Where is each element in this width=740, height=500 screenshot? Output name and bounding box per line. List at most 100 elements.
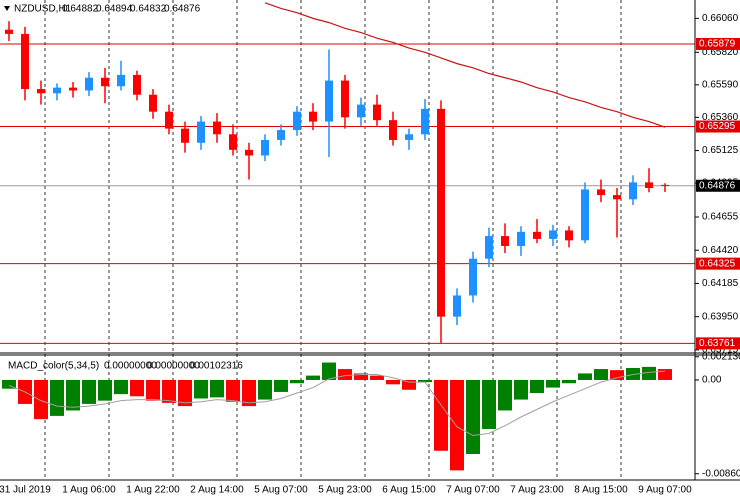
candle-body — [181, 128, 189, 143]
candle-body — [165, 111, 173, 129]
macd-value: 0.00000000 — [147, 361, 200, 372]
macd-bar — [34, 379, 48, 420]
candle-body — [213, 121, 221, 135]
candle-body — [149, 94, 157, 112]
level-label: 0.63761 — [699, 338, 736, 349]
macd-bar — [642, 366, 656, 380]
candle-body — [309, 111, 317, 122]
candle-body — [645, 182, 653, 189]
candle-body — [629, 182, 637, 200]
candle-body — [517, 231, 525, 246]
price-pane — [0, 2, 695, 344]
macd-bar — [498, 379, 512, 411]
macd-bar — [658, 369, 672, 380]
macd-bar — [338, 369, 352, 380]
macd-bar — [226, 379, 240, 402]
candle-body — [277, 130, 285, 140]
macd-bar — [594, 369, 608, 380]
signal-line — [8, 370, 666, 437]
macd-bar — [114, 379, 128, 395]
candle-body — [101, 77, 109, 87]
symbol: NZDUSD,H1 — [14, 4, 72, 15]
macd-bar — [562, 379, 576, 384]
candle-body — [5, 29, 13, 34]
candle-body — [245, 149, 253, 156]
moving-average — [264, 2, 666, 128]
x-tick-label: 2 Aug 14:00 — [190, 485, 244, 496]
candle-body — [549, 230, 557, 239]
macd-bar — [210, 379, 224, 398]
y-tick-label: 0.64185 — [702, 278, 739, 289]
macd-bar — [82, 379, 96, 404]
macd-value: 0.00000000 — [104, 361, 157, 372]
macd-bar — [274, 379, 288, 392]
x-tick-label: 6 Aug 15:00 — [382, 485, 436, 496]
macd-bar — [242, 379, 256, 407]
current-price-label: 0.64876 — [699, 180, 736, 191]
candle-body — [229, 134, 237, 150]
current-price-box — [696, 179, 740, 192]
x-tick-label: 7 Aug 23:00 — [510, 485, 564, 496]
macd-bar — [130, 379, 144, 397]
macd-bar — [466, 379, 480, 455]
macd-bar — [450, 379, 464, 471]
macd-bar — [514, 379, 528, 400]
macd-bar — [610, 370, 624, 380]
macd-bar — [194, 379, 208, 399]
y-tick-label: 0.66060 — [702, 13, 739, 24]
candle-body — [261, 139, 269, 156]
macd-bar — [482, 379, 496, 429]
macd-bar — [290, 379, 304, 384]
candle-body — [437, 108, 445, 317]
candle-body — [293, 111, 301, 131]
macd-bar — [402, 379, 416, 390]
macd-bar — [66, 379, 80, 411]
ohlc-low: 0.64832 — [130, 4, 167, 15]
macd-bar — [2, 379, 16, 389]
macd-value: 0.00102316 — [190, 361, 243, 372]
y-tick-label: 0.64420 — [702, 245, 739, 256]
candle-body — [405, 134, 413, 140]
candle-body — [581, 189, 589, 241]
macd-bar — [306, 375, 320, 380]
macd-bar — [370, 375, 384, 380]
x-tick-label: 5 Aug 07:00 — [254, 485, 308, 496]
macd-bar — [162, 379, 176, 403]
macd-bar — [146, 379, 160, 401]
macd-title: MACD_color(5,34,5) — [8, 361, 99, 372]
y-tick-label: 0.65590 — [702, 79, 739, 90]
y-tick-label: 0.64655 — [702, 212, 739, 223]
level-label: 0.64325 — [699, 258, 736, 269]
ohlc-open: 0.64882 — [62, 4, 99, 15]
candle-body — [597, 189, 605, 196]
y2-tick-label: 0.00 — [702, 375, 722, 386]
x-tick-label: 9 Aug 07:00 — [638, 485, 692, 496]
level-label-box — [696, 337, 740, 350]
level-label-box — [696, 37, 740, 50]
candle-body — [565, 230, 573, 241]
ohlc-high: 0.64894 — [96, 4, 133, 15]
candle-body — [469, 258, 477, 296]
macd-bar — [386, 379, 400, 385]
candle-body — [501, 236, 509, 246]
y-tick-label: 0.63715 — [702, 345, 739, 356]
candle-body — [37, 89, 45, 94]
level-label-box — [696, 257, 740, 270]
y2-tick-label: -0.008609 — [702, 468, 740, 479]
ohlc-close: 0.64876 — [164, 4, 201, 15]
macd-bar — [578, 373, 592, 380]
candle-body — [133, 74, 141, 95]
menu-arrow[interactable] — [4, 6, 10, 11]
candle-body — [53, 87, 61, 94]
macd-bar — [530, 379, 544, 394]
y2-tick-label: 0.0021305 — [702, 351, 740, 362]
candle-body — [373, 104, 381, 121]
candle-body — [341, 80, 349, 118]
candle-body — [325, 80, 333, 122]
macd-bar — [258, 379, 272, 400]
y-tick-label: 0.65360 — [702, 112, 739, 123]
y-tick-label: 0.65125 — [702, 145, 739, 156]
x-tick-label: 1 Aug 06:00 — [62, 485, 116, 496]
